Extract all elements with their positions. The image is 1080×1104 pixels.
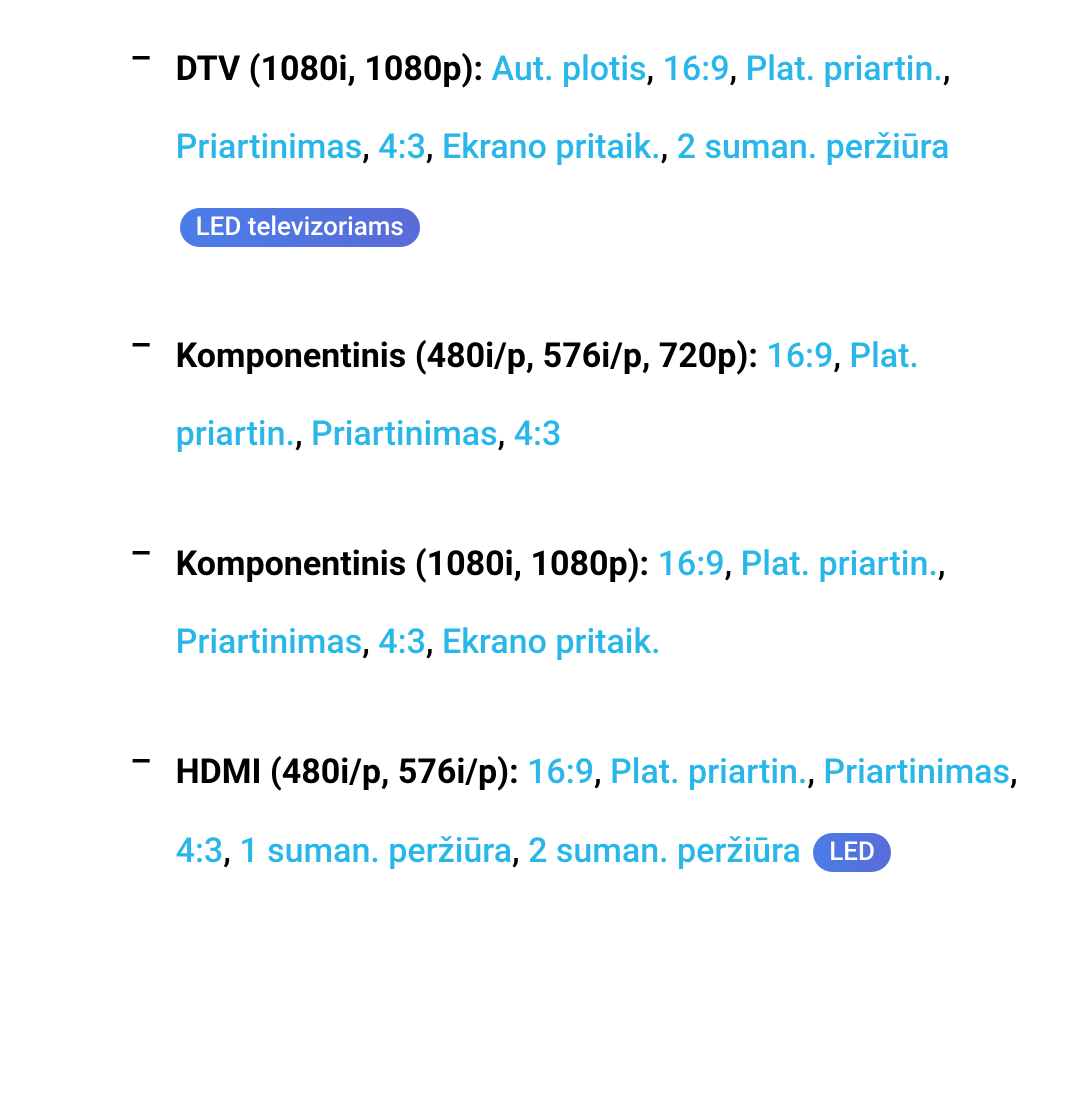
separator: , bbox=[512, 831, 528, 871]
separator: , bbox=[1010, 752, 1018, 792]
option-link[interactable]: 1 suman. peržiūra bbox=[239, 831, 512, 871]
separator: , bbox=[943, 49, 951, 89]
option-link[interactable]: Priartinimas bbox=[176, 622, 363, 662]
option-link[interactable]: Ekrano pritaik. bbox=[442, 622, 661, 662]
option-link[interactable]: 4:3 bbox=[514, 414, 562, 454]
option-link[interactable]: Priartinimas bbox=[176, 127, 363, 167]
item-content: Komponentinis (1080i, 1080p): 16:9, Plat… bbox=[176, 525, 1040, 681]
separator: , bbox=[498, 414, 514, 454]
separator: , bbox=[594, 752, 610, 792]
option-link[interactable]: Priartinimas bbox=[823, 752, 1010, 792]
list-item: – Komponentinis (1080i, 1080p): 16:9, Pl… bbox=[0, 525, 1040, 681]
option-link[interactable]: 2 suman. peržiūra bbox=[528, 831, 801, 871]
option-link[interactable]: Priartinimas bbox=[311, 414, 498, 454]
separator: , bbox=[426, 127, 442, 167]
separator: , bbox=[295, 414, 311, 454]
item-content: DTV (1080i, 1080p): Aut. plotis, 16:9, P… bbox=[176, 30, 1040, 265]
item-heading: HDMI (480i/p, 576i/p): bbox=[176, 752, 527, 792]
dash-icon: – bbox=[130, 319, 152, 373]
option-link[interactable]: Plat. priartin. bbox=[610, 752, 807, 792]
dash-icon: – bbox=[130, 32, 152, 86]
option-link[interactable]: 4:3 bbox=[378, 127, 426, 167]
item-heading: Komponentinis (1080i, 1080p): bbox=[176, 544, 658, 584]
option-link[interactable]: Plat. priartin. bbox=[746, 49, 943, 89]
option-link[interactable]: 4:3 bbox=[378, 622, 426, 662]
item-content: Komponentinis (480i/p, 576i/p, 720p): 16… bbox=[176, 317, 1040, 473]
led-badge: LED televizoriams bbox=[180, 208, 420, 247]
separator: , bbox=[426, 622, 442, 662]
option-link[interactable]: 16:9 bbox=[663, 49, 730, 89]
option-link[interactable]: 16:9 bbox=[527, 752, 594, 792]
separator: , bbox=[647, 49, 663, 89]
separator: , bbox=[725, 544, 741, 584]
list-item: – HDMI (480i/p, 576i/p): 16:9, Plat. pri… bbox=[0, 733, 1040, 889]
separator: , bbox=[362, 127, 378, 167]
separator: , bbox=[362, 622, 378, 662]
list-item: – Komponentinis (480i/p, 576i/p, 720p): … bbox=[0, 317, 1040, 473]
option-link[interactable]: Ekrano pritaik. bbox=[442, 127, 661, 167]
separator: , bbox=[833, 336, 849, 376]
option-link[interactable]: 16:9 bbox=[658, 544, 725, 584]
separator: , bbox=[661, 127, 677, 167]
option-link[interactable]: Plat. priartin. bbox=[741, 544, 938, 584]
dash-icon: – bbox=[130, 527, 152, 581]
item-heading: Komponentinis (480i/p, 576i/p, 720p): bbox=[176, 336, 767, 376]
item-heading: DTV (1080i, 1080p): bbox=[176, 49, 492, 89]
led-badge: LED bbox=[813, 833, 891, 872]
list-item: – DTV (1080i, 1080p): Aut. plotis, 16:9,… bbox=[0, 30, 1040, 265]
separator: , bbox=[938, 544, 946, 584]
option-link[interactable]: 4:3 bbox=[176, 831, 224, 871]
option-link[interactable]: 2 suman. peržiūra bbox=[677, 127, 950, 167]
separator: , bbox=[730, 49, 746, 89]
option-link[interactable]: 16:9 bbox=[766, 336, 833, 376]
item-content: HDMI (480i/p, 576i/p): 16:9, Plat. priar… bbox=[176, 733, 1040, 889]
separator: , bbox=[223, 831, 239, 871]
settings-list: – DTV (1080i, 1080p): Aut. plotis, 16:9,… bbox=[0, 30, 1040, 890]
option-link[interactable]: Aut. plotis bbox=[491, 49, 646, 89]
separator: , bbox=[807, 752, 823, 792]
dash-icon: – bbox=[130, 735, 152, 789]
